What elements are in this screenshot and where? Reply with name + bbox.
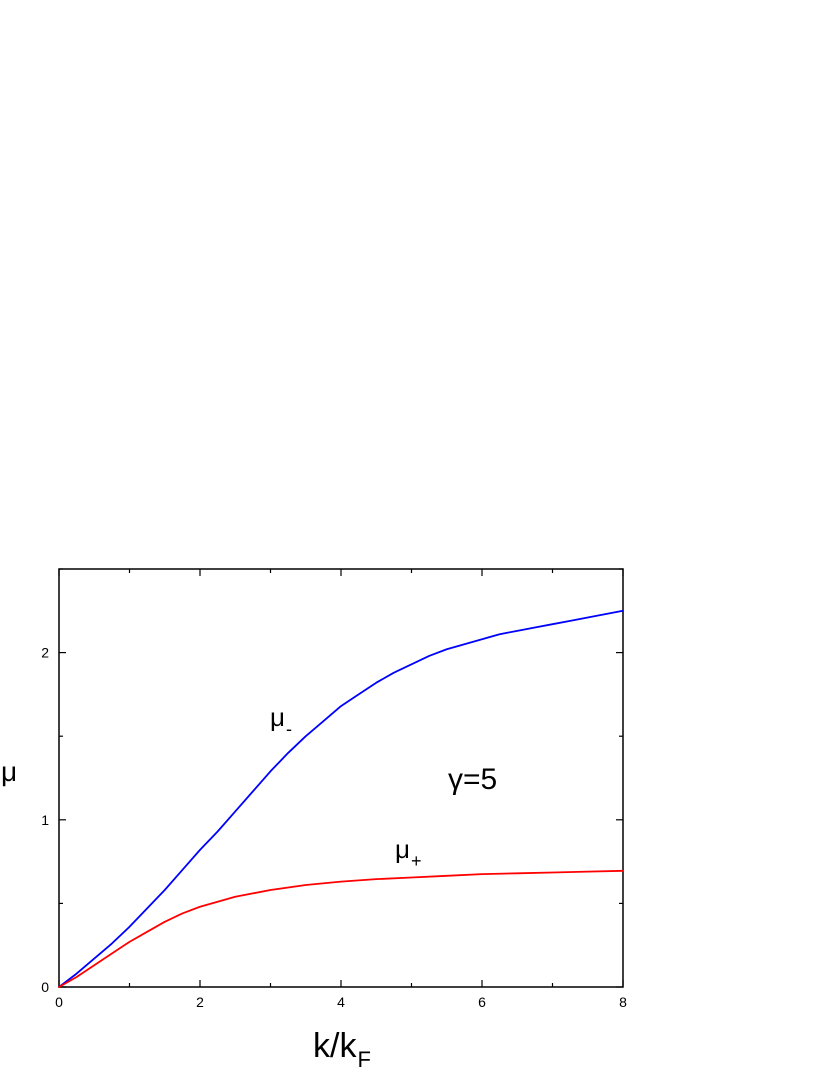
- gamma-annotation: γ=5: [448, 763, 497, 796]
- x-tick-label: 4: [337, 994, 345, 1010]
- series-lines: [58, 609, 624, 988]
- x-tick-label: 8: [619, 994, 627, 1010]
- series-line-mu-minus: [58, 609, 624, 988]
- x-tick-label: 0: [55, 994, 63, 1010]
- series-label-mu-minus: μ-: [270, 702, 292, 739]
- y-tick-label: 2: [41, 645, 49, 661]
- y-axis-label: μ: [1, 756, 17, 787]
- series-label-mu-plus: μ+: [395, 834, 422, 871]
- y-tick-label: 0: [41, 979, 49, 995]
- axis-tick-labels: 0 2 4 6 8 0 1 2: [41, 645, 627, 1010]
- x-tick-label: 2: [196, 994, 204, 1010]
- x-axis-label: k/kF: [313, 1027, 371, 1072]
- y-tick-label: 1: [41, 812, 49, 828]
- series-line-mu-plus: [58, 869, 624, 988]
- x-tick-label: 6: [478, 994, 486, 1010]
- axis-ticks: [58, 568, 624, 988]
- plot-frame: [58, 568, 624, 988]
